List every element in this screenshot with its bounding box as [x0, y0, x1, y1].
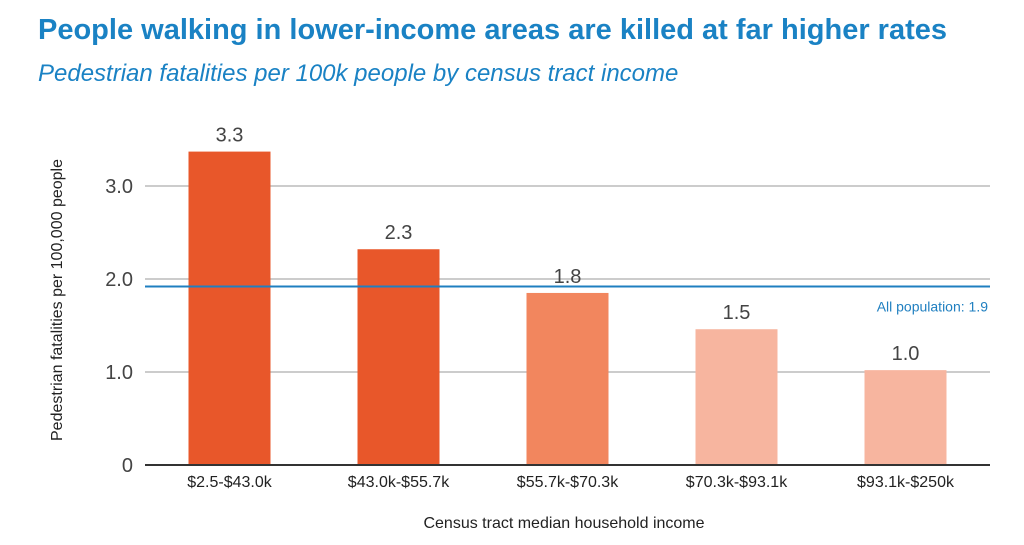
bar-value-label: 1.5: [723, 302, 751, 324]
bar: [526, 292, 609, 465]
bar-value-label: 1.0: [892, 343, 920, 365]
x-category-label: $2.5-$43.0k: [187, 474, 273, 491]
bar: [357, 249, 440, 465]
chart-subtitle: Pedestrian fatalities per 100k people by…: [38, 60, 679, 87]
bar-value-label: 1.8: [554, 266, 582, 288]
x-axis-label: Census tract median household income: [423, 515, 704, 532]
x-category-label: $55.7k-$70.3k: [517, 474, 619, 491]
bar: [864, 370, 947, 465]
y-tick-label: 0: [122, 455, 133, 477]
y-axis-label: Pedestrian fatalities per 100,000 people: [49, 159, 66, 441]
bar-value-label: 2.3: [385, 222, 413, 244]
reference-line-label: All population: 1.9: [877, 298, 989, 314]
y-tick-label: 2.0: [105, 269, 133, 291]
y-tick-label: 3.0: [105, 176, 133, 198]
x-category-label: $70.3k-$93.1k: [686, 474, 788, 491]
x-category-label: $93.1k-$250k: [857, 474, 955, 491]
chart-title: People walking in lower-income areas are…: [38, 14, 947, 46]
bar: [188, 151, 271, 465]
bar-value-label: 3.3: [216, 125, 244, 147]
bar: [695, 329, 778, 465]
x-category-label: $43.0k-$55.7k: [348, 474, 450, 491]
y-tick-label: 1.0: [105, 362, 133, 384]
